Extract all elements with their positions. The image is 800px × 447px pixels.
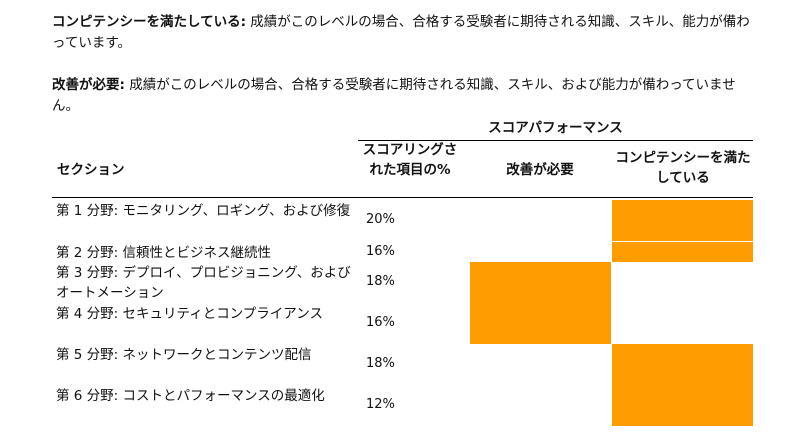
scored-items-percent: 16% — [366, 244, 395, 259]
section-name: 第 2 分野: 信頼性とビジネス継続性 — [56, 245, 272, 261]
table-row: 第 1 分野: モニタリング、ロギング、および修復 20% — [52, 200, 753, 241]
section-name: 第 4 分野: セキュリティとコンプライアンス — [56, 306, 323, 322]
column-header-needs-improvement: 改善が必要 — [506, 162, 574, 178]
needs-improvement-bar — [470, 262, 611, 303]
definition-competent-desc: 成績がこのレベルの場合、合格する受験者に期待される知識、スキル、能力が備わってい… — [52, 14, 750, 51]
section-name: 第 1 分野: モニタリング、ロギング、および修復 — [56, 203, 351, 219]
section-name: 第 5 分野: ネットワークとコンテンツ配信 — [56, 347, 312, 363]
table-row: 第 2 分野: 信頼性とビジネス継続性 16% — [52, 242, 753, 262]
table-row: 第 3 分野: デプロイ、プロビジョニング、およびオートメーション 18% — [52, 262, 753, 303]
table-row: 第 6 分野: コストとパフォーマンスの最適化 12% — [52, 385, 753, 426]
table-row: 第 4 分野: セキュリティとコンプライアンス 16% — [52, 303, 753, 344]
scored-items-percent: 18% — [366, 356, 395, 371]
scored-items-percent: 12% — [366, 397, 395, 412]
competent-bar — [612, 200, 753, 241]
definition-competent-term: コンピテンシーを満たしている: — [52, 14, 246, 30]
definition-improve: 改善が必要: 成績がこのレベルの場合、合格する受験者に期待される知識、スキル、お… — [52, 75, 752, 117]
score-performance-header: スコアパフォーマンス — [358, 116, 753, 141]
scored-items-percent: 20% — [366, 212, 395, 227]
competent-bar — [612, 344, 753, 385]
header-divider — [52, 197, 753, 198]
column-header-competent: コンピテンシーを満たしている — [615, 150, 751, 186]
column-header-percent: スコアリングされた項目の% — [362, 142, 458, 178]
definition-improve-term: 改善が必要: — [52, 77, 125, 93]
scored-items-percent: 16% — [366, 315, 395, 330]
section-name: 第 3 分野: デプロイ、プロビジョニング、およびオートメーション — [56, 265, 351, 301]
definition-improve-desc: 成績がこのレベルの場合、合格する受験者に期待される知識、スキル、および能力が備わ… — [52, 77, 736, 114]
needs-improvement-bar — [470, 303, 611, 344]
scored-items-percent: 18% — [366, 274, 395, 289]
table-row: 第 5 分野: ネットワークとコンテンツ配信 18% — [52, 344, 753, 385]
column-header-section: セクション — [57, 162, 125, 178]
competent-bar — [612, 385, 753, 426]
definition-competent: コンピテンシーを満たしている: 成績がこのレベルの場合、合格する受験者に期待され… — [52, 12, 752, 54]
section-name: 第 6 分野: コストとパフォーマンスの最適化 — [56, 388, 325, 404]
competent-bar — [612, 242, 753, 262]
